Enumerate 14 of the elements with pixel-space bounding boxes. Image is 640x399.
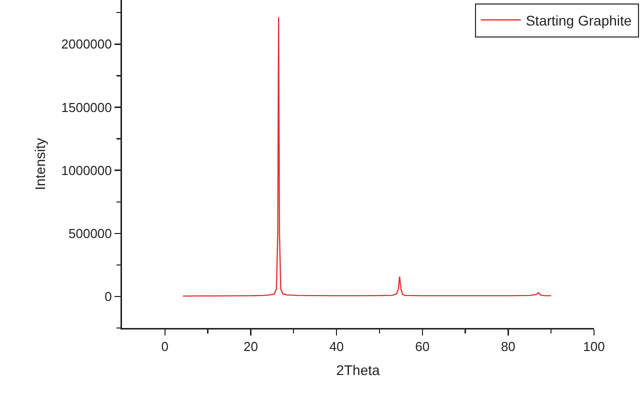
x-tick-label: 20	[243, 339, 258, 354]
y-tick-label: 2000000	[61, 36, 112, 52]
x-tick-label: 40	[329, 339, 344, 354]
x-tick-label: 100	[583, 339, 605, 354]
y-tick-label: 1500000	[61, 100, 112, 115]
legend-label: Starting Graphite	[526, 12, 632, 28]
x-tick-label: 0	[161, 339, 169, 354]
y-tick-label: 500000	[68, 226, 112, 241]
x-tick-label: 80	[500, 339, 516, 354]
y-axis-title: Intensity	[32, 138, 48, 190]
x-tick-label: 60	[415, 339, 430, 354]
x-axis-title: 2Theta	[336, 362, 380, 378]
y-tick-label: 1000000	[61, 162, 112, 178]
y-tick-label: 0	[104, 289, 112, 304]
